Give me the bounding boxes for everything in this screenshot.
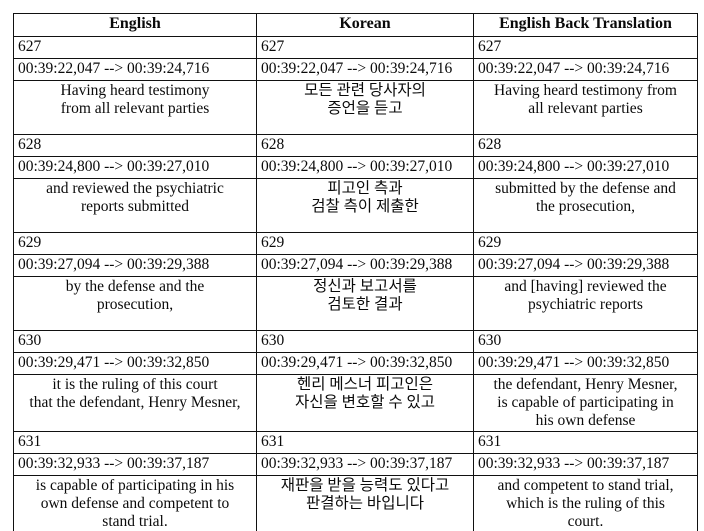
english-text-cell: is capable of participating in his own d… (13, 475, 257, 531)
timestamp-cell: 00:39:32,933 --> 00:39:37,187 (473, 453, 698, 476)
cue-number-cell: 631 (473, 431, 698, 454)
cue-number-cell: 630 (256, 330, 474, 353)
column-header-back-translation: English Back Translation (473, 13, 698, 37)
cue-number-row: 627 627 627 (13, 36, 698, 59)
timestamp-cell: 00:39:29,471 --> 00:39:32,850 (13, 352, 257, 375)
timestamp-cell: 00:39:32,933 --> 00:39:37,187 (13, 453, 257, 476)
timestamp-cell: 00:39:27,094 --> 00:39:29,388 (13, 254, 257, 277)
back-translation-text-cell: Having heard testimony from all relevant… (473, 80, 698, 135)
korean-text-cell: 피고인 측과 검찰 측이 제출한 (256, 178, 474, 233)
subtitle-text-row: Having heard testimony from all relevant… (13, 80, 698, 135)
header-row: English Korean English Back Translation (13, 13, 698, 37)
timestamp-cell: 00:39:27,094 --> 00:39:29,388 (473, 254, 698, 277)
cue-number-cell: 629 (256, 232, 474, 255)
timestamp-cell: 00:39:22,047 --> 00:39:24,716 (473, 58, 698, 81)
back-translation-text-cell: and competent to stand trial, which is t… (473, 475, 698, 531)
cue-number-row: 628 628 628 (13, 134, 698, 157)
subtitle-text-row: is capable of participating in his own d… (13, 475, 698, 531)
subtitle-text-row: by the defense and the prosecution, 정신과 … (13, 276, 698, 331)
cue-number-cell: 627 (13, 36, 257, 59)
timestamp-row: 00:39:29,471 --> 00:39:32,850 00:39:29,4… (13, 352, 698, 375)
korean-text-cell: 재판을 받을 능력도 있다고 판결하는 바입니다 (256, 475, 474, 531)
column-header-english: English (13, 13, 257, 37)
timestamp-row: 00:39:27,094 --> 00:39:29,388 00:39:27,0… (13, 254, 698, 277)
subtitle-comparison-table: English Korean English Back Translation … (13, 13, 698, 531)
cue-number-cell: 629 (473, 232, 698, 255)
korean-text-cell: 헨리 메스너 피고인은 자신을 변호할 수 있고 (256, 374, 474, 432)
back-translation-text-cell: submitted by the defense and the prosecu… (473, 178, 698, 233)
timestamp-cell: 00:39:24,800 --> 00:39:27,010 (473, 156, 698, 179)
timestamp-row: 00:39:32,933 --> 00:39:37,187 00:39:32,9… (13, 453, 698, 476)
cue-number-row: 630 630 630 (13, 330, 698, 353)
cue-number-cell: 631 (256, 431, 474, 454)
timestamp-cell: 00:39:22,047 --> 00:39:24,716 (13, 58, 257, 81)
subtitle-text-row: and reviewed the psychiatric reports sub… (13, 178, 698, 233)
cue-number-cell: 628 (13, 134, 257, 157)
cue-number-cell: 627 (256, 36, 474, 59)
english-text-cell: by the defense and the prosecution, (13, 276, 257, 331)
cue-number-cell: 631 (13, 431, 257, 454)
english-text-cell: it is the ruling of this court that the … (13, 374, 257, 432)
timestamp-cell: 00:39:22,047 --> 00:39:24,716 (256, 58, 474, 81)
cue-number-cell: 628 (473, 134, 698, 157)
back-translation-text-cell: the defendant, Henry Mesner, is capable … (473, 374, 698, 432)
cue-number-cell: 627 (473, 36, 698, 59)
subtitle-text-row: it is the ruling of this court that the … (13, 374, 698, 432)
timestamp-cell: 00:39:24,800 --> 00:39:27,010 (256, 156, 474, 179)
column-header-korean: Korean (256, 13, 474, 37)
timestamp-cell: 00:39:29,471 --> 00:39:32,850 (473, 352, 698, 375)
cue-number-row: 629 629 629 (13, 232, 698, 255)
english-text-cell: and reviewed the psychiatric reports sub… (13, 178, 257, 233)
timestamp-cell: 00:39:29,471 --> 00:39:32,850 (256, 352, 474, 375)
korean-text-cell: 정신과 보고서를 검토한 결과 (256, 276, 474, 331)
timestamp-row: 00:39:24,800 --> 00:39:27,010 00:39:24,8… (13, 156, 698, 179)
timestamp-cell: 00:39:24,800 --> 00:39:27,010 (13, 156, 257, 179)
cue-number-cell: 628 (256, 134, 474, 157)
timestamp-cell: 00:39:27,094 --> 00:39:29,388 (256, 254, 474, 277)
timestamp-row: 00:39:22,047 --> 00:39:24,716 00:39:22,0… (13, 58, 698, 81)
cue-number-cell: 629 (13, 232, 257, 255)
cue-number-cell: 630 (13, 330, 257, 353)
timestamp-cell: 00:39:32,933 --> 00:39:37,187 (256, 453, 474, 476)
cue-number-cell: 630 (473, 330, 698, 353)
korean-text-cell: 모든 관련 당사자의 증언을 듣고 (256, 80, 474, 135)
back-translation-text-cell: and [having] reviewed the psychiatric re… (473, 276, 698, 331)
english-text-cell: Having heard testimony from all relevant… (13, 80, 257, 135)
cue-number-row: 631 631 631 (13, 431, 698, 454)
